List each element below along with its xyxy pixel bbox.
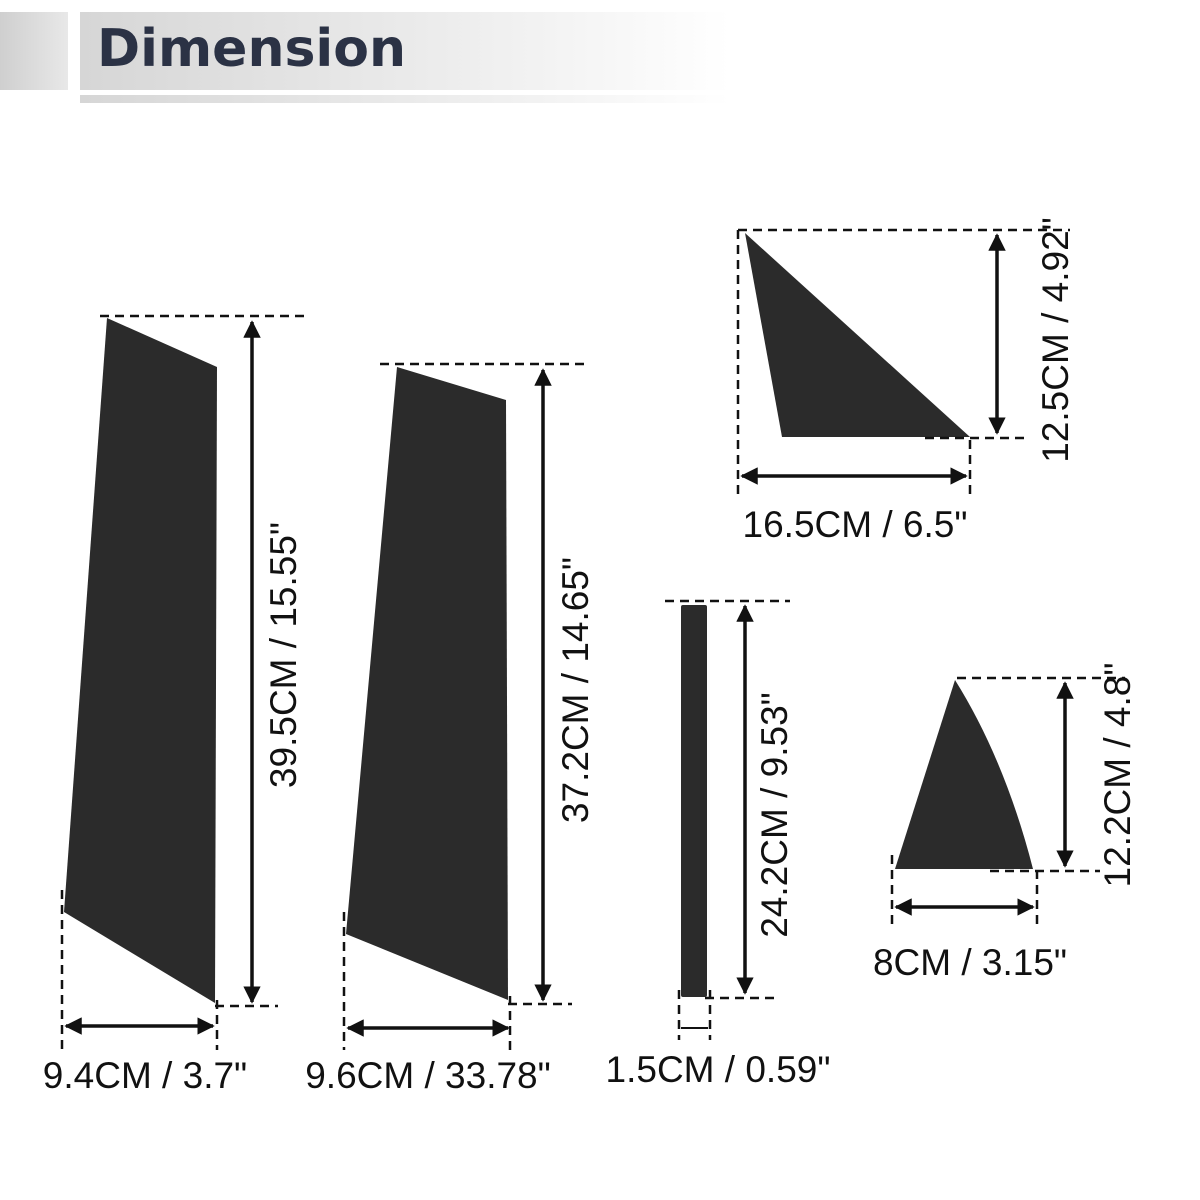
shape: [64, 318, 217, 1003]
guide: [342, 362, 590, 1050]
width-label: 9.4CM / 3.7": [43, 1055, 247, 1096]
shape: [346, 367, 508, 1000]
piece-2: 37.2CM / 14.65" 9.6CM / 33.78": [305, 362, 596, 1096]
height-label: 37.2CM / 14.65": [555, 557, 596, 823]
height-label: 12.5CM / 4.92": [1035, 217, 1076, 463]
width-label: 9.6CM / 33.78": [305, 1055, 551, 1096]
piece-1: 39.5CM / 15.55" 9.4CM / 3.7": [43, 314, 310, 1096]
piece-3: 24.2CM / 9.53" 1.5CM / 0.59": [606, 599, 831, 1090]
header: Dimension: [0, 12, 730, 103]
width-label: 16.5CM / 6.5": [743, 504, 968, 545]
shape: [895, 680, 1033, 869]
height-label: 39.5CM / 15.55": [263, 522, 304, 788]
height-label: 24.2CM / 9.53": [754, 692, 795, 938]
header-title: Dimension: [97, 19, 406, 79]
header-underline: [80, 95, 730, 103]
height-label: 12.2CM / 4.8": [1097, 663, 1138, 888]
guide: [665, 599, 790, 1040]
width-label: 8CM / 3.15": [873, 942, 1067, 983]
width-label: 1.5CM / 0.59": [606, 1049, 831, 1090]
guide: [60, 314, 310, 1050]
shape: [681, 605, 707, 997]
shape: [745, 233, 970, 437]
guide: [736, 228, 1070, 495]
guide: [890, 676, 1125, 930]
piece-4: 12.5CM / 4.92" 16.5CM / 6.5": [736, 217, 1076, 545]
piece-5: 12.2CM / 4.8" 8CM / 3.15": [873, 663, 1138, 983]
header-bar: [80, 12, 730, 90]
header-block: [0, 12, 68, 90]
